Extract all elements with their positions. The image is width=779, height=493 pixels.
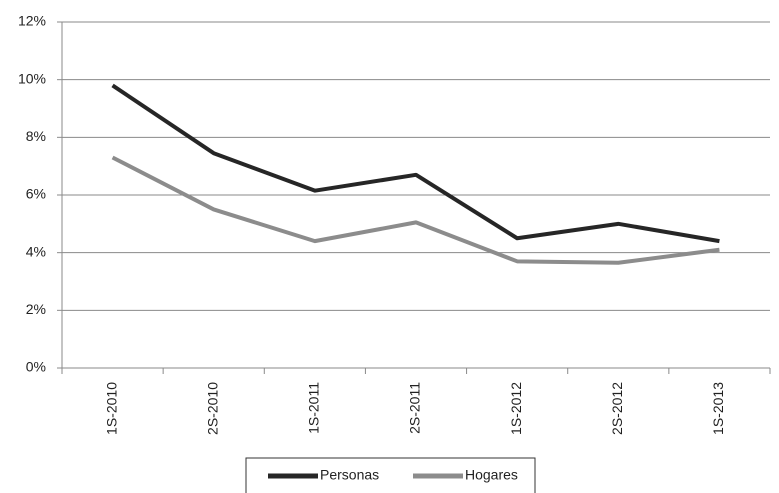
y-tick-label: 6% — [26, 186, 46, 202]
legend-label: Hogares — [465, 467, 518, 483]
y-tick-label: 8% — [26, 128, 46, 144]
y-tick-label: 12% — [18, 13, 46, 29]
x-tick-label: 2S-2011 — [407, 382, 423, 434]
x-tick-label: 1S-2013 — [710, 382, 726, 435]
line-series — [111, 83, 720, 244]
y-tick-label: 0% — [26, 359, 46, 375]
x-tick-label: 1S-2010 — [103, 382, 119, 435]
x-tick-label: 1S-2011 — [306, 382, 322, 434]
x-tick-label: 2S-2010 — [204, 382, 220, 435]
y-tick-label: 4% — [26, 243, 46, 259]
line-series — [111, 155, 720, 265]
x-tick-label: 1S-2012 — [508, 382, 524, 435]
x-tick-label: 2S-2012 — [609, 382, 625, 435]
y-tick-label: 2% — [26, 301, 46, 317]
y-tick-label: 10% — [18, 70, 46, 86]
legend-label: Personas — [320, 467, 379, 483]
